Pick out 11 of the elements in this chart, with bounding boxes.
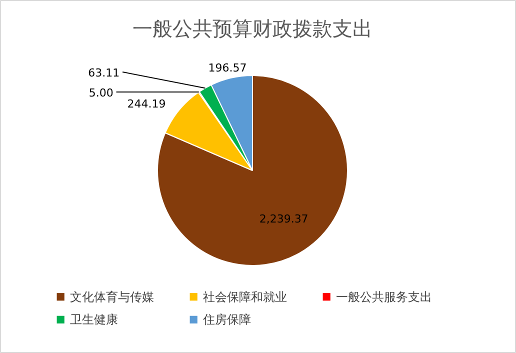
data-label: 63.11: [88, 66, 120, 80]
legend-label: 文化体育与传媒: [70, 290, 154, 304]
data-label: 2,239.37: [259, 212, 308, 226]
legend-label: 住房保障: [202, 312, 252, 327]
data-label: 196.57: [208, 61, 247, 74]
legend-label: 卫生健康: [70, 312, 118, 327]
data-label: 244.19: [127, 98, 166, 111]
legend-label: 社会保障和就业: [203, 290, 288, 304]
chart-title: 一般公共预算财政拨款支出: [132, 16, 372, 40]
legend-label: 一般公共服务支出: [336, 290, 432, 304]
data-label: 5.00: [88, 86, 114, 100]
